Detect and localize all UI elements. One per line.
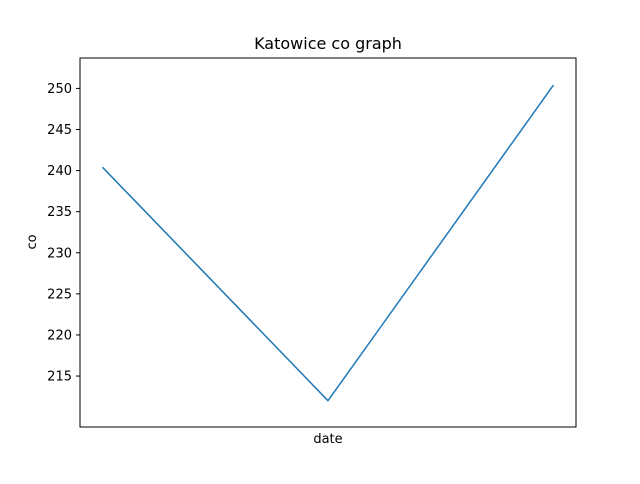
y-tick-label: 245 xyxy=(47,123,72,138)
series-line-0 xyxy=(102,84,555,402)
plot-layer xyxy=(102,84,555,402)
x-axis-label: date xyxy=(313,432,342,447)
y-tick-label: 215 xyxy=(47,370,72,385)
plot-frame xyxy=(79,57,577,428)
y-tick-label: 230 xyxy=(47,246,72,261)
y-tick-label: 250 xyxy=(47,82,72,97)
y-tick-label: 235 xyxy=(47,205,72,220)
y-tick-label: 225 xyxy=(47,287,72,302)
y-axis-ticks: 215 220 225 230 235 240 245 250 xyxy=(47,82,80,385)
y-tick-label: 240 xyxy=(47,164,72,179)
y-tick-label: 220 xyxy=(47,328,72,343)
y-axis-label: co xyxy=(25,234,40,249)
chart-title: Katowice co graph xyxy=(254,34,402,53)
